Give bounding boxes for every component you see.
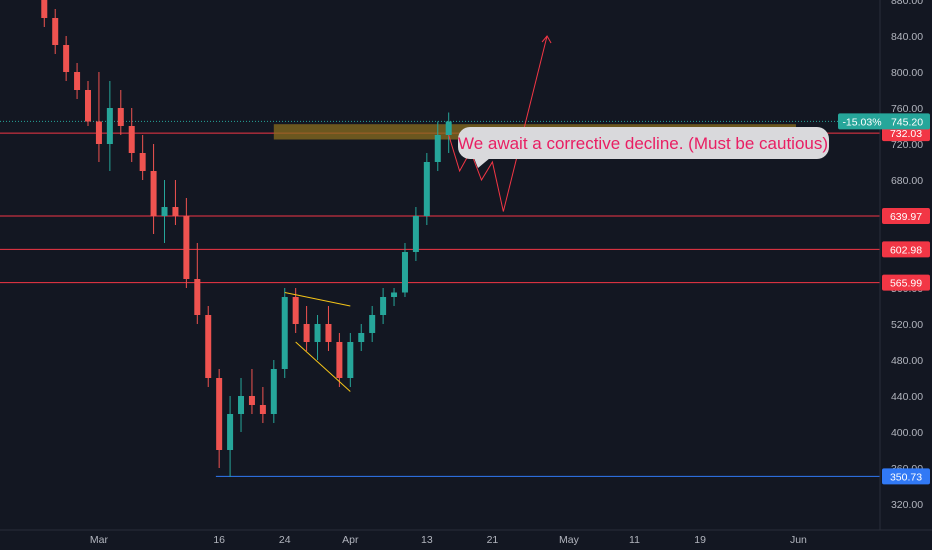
candle-body — [85, 90, 91, 122]
candle-body — [303, 324, 310, 342]
y-tick-label: 800.00 — [891, 67, 923, 79]
candle-body — [270, 369, 277, 414]
price-badges: 968.99732.03639.97602.98565.99350.73-15.… — [838, 113, 930, 485]
candle-body — [412, 216, 419, 252]
candle-body — [161, 207, 168, 216]
candle-body — [336, 342, 343, 378]
y-tick-label: 680.00 — [891, 175, 923, 187]
candle-body — [74, 72, 81, 90]
x-tick-label: May — [559, 534, 580, 546]
price-badge-label: 350.73 — [890, 471, 922, 483]
candle-body — [52, 18, 59, 45]
candle-body — [194, 279, 201, 315]
channel-line — [295, 341, 351, 392]
y-tick-label: 520.00 — [891, 319, 923, 331]
candle-body — [423, 162, 430, 216]
candle-body — [150, 171, 157, 216]
candle-body — [325, 324, 332, 342]
candle-body — [216, 378, 223, 450]
projection-path — [448, 35, 548, 212]
y-tick-label: 840.00 — [891, 31, 923, 43]
candle-body — [106, 108, 113, 144]
candle-body — [41, 0, 48, 18]
callout-box — [458, 127, 829, 159]
falling-channel — [284, 292, 351, 392]
channel-line — [284, 292, 351, 307]
candle-body — [172, 207, 179, 216]
y-tick-label: 320.00 — [891, 499, 923, 511]
x-tick-label: 13 — [421, 534, 433, 546]
projection-arrowhead — [541, 35, 552, 44]
x-tick-label: 11 — [629, 534, 640, 546]
candle-body — [292, 297, 299, 324]
candle-body — [347, 342, 354, 378]
candle-body — [205, 315, 212, 378]
current-price-change: -15.03% — [842, 116, 881, 128]
candlesticks — [41, 0, 452, 477]
time-axis[interactable]: Mar 16 24 Apr 13 21 May 11 19 Jun — [90, 534, 807, 546]
x-tick-label: 19 — [694, 534, 706, 546]
current-price-badge — [838, 113, 930, 130]
candle-body — [117, 108, 124, 126]
candle-body — [401, 252, 408, 293]
x-tick-label: Apr — [342, 534, 359, 546]
candle-body — [259, 405, 266, 414]
price-badge — [882, 274, 930, 291]
y-tick-label: 440.00 — [891, 391, 923, 403]
candle-body — [445, 121, 452, 135]
candle-body — [380, 297, 387, 315]
candle-body — [238, 396, 245, 414]
candle-body — [391, 292, 398, 297]
candle-body — [63, 45, 70, 72]
candle-body — [128, 126, 135, 153]
candle-body — [227, 414, 234, 450]
price-badge-label: 732.03 — [890, 128, 922, 140]
candle-body — [248, 396, 255, 405]
y-tick-label: 880.00 — [891, 0, 923, 7]
y-tick-label: 400.00 — [891, 427, 923, 439]
callout-pointer — [474, 158, 490, 168]
price-badge-label: 639.97 — [890, 211, 922, 223]
candle-body — [314, 324, 321, 342]
price-badge-label: 602.98 — [890, 244, 922, 256]
x-tick-label: 16 — [213, 534, 225, 546]
callout-text: We await a corrective decline. (Must be … — [458, 134, 828, 153]
y-tick-label: 760.00 — [891, 103, 923, 115]
candle-body — [369, 315, 376, 333]
x-tick-label: Mar — [90, 534, 109, 546]
x-tick-label: 24 — [279, 534, 291, 546]
x-tick-label: Jun — [790, 534, 807, 546]
candle-body — [358, 333, 365, 342]
y-tick-label: 720.00 — [891, 139, 923, 151]
candle-body — [183, 216, 190, 279]
price-badge — [882, 468, 930, 485]
candle-body — [434, 135, 441, 162]
current-price-value: 745.20 — [891, 116, 923, 128]
price-badge-label: 565.99 — [890, 278, 922, 290]
projection-arrow — [448, 35, 552, 212]
price-badge — [882, 208, 930, 225]
y-tick-label: 480.00 — [891, 355, 923, 367]
candle-body — [139, 153, 146, 171]
x-tick-label: 21 — [487, 534, 499, 546]
callout-bubble: We await a corrective decline. (Must be … — [458, 127, 829, 168]
candle-body — [95, 121, 102, 144]
candle-body — [281, 297, 288, 369]
price-badge — [882, 241, 930, 258]
